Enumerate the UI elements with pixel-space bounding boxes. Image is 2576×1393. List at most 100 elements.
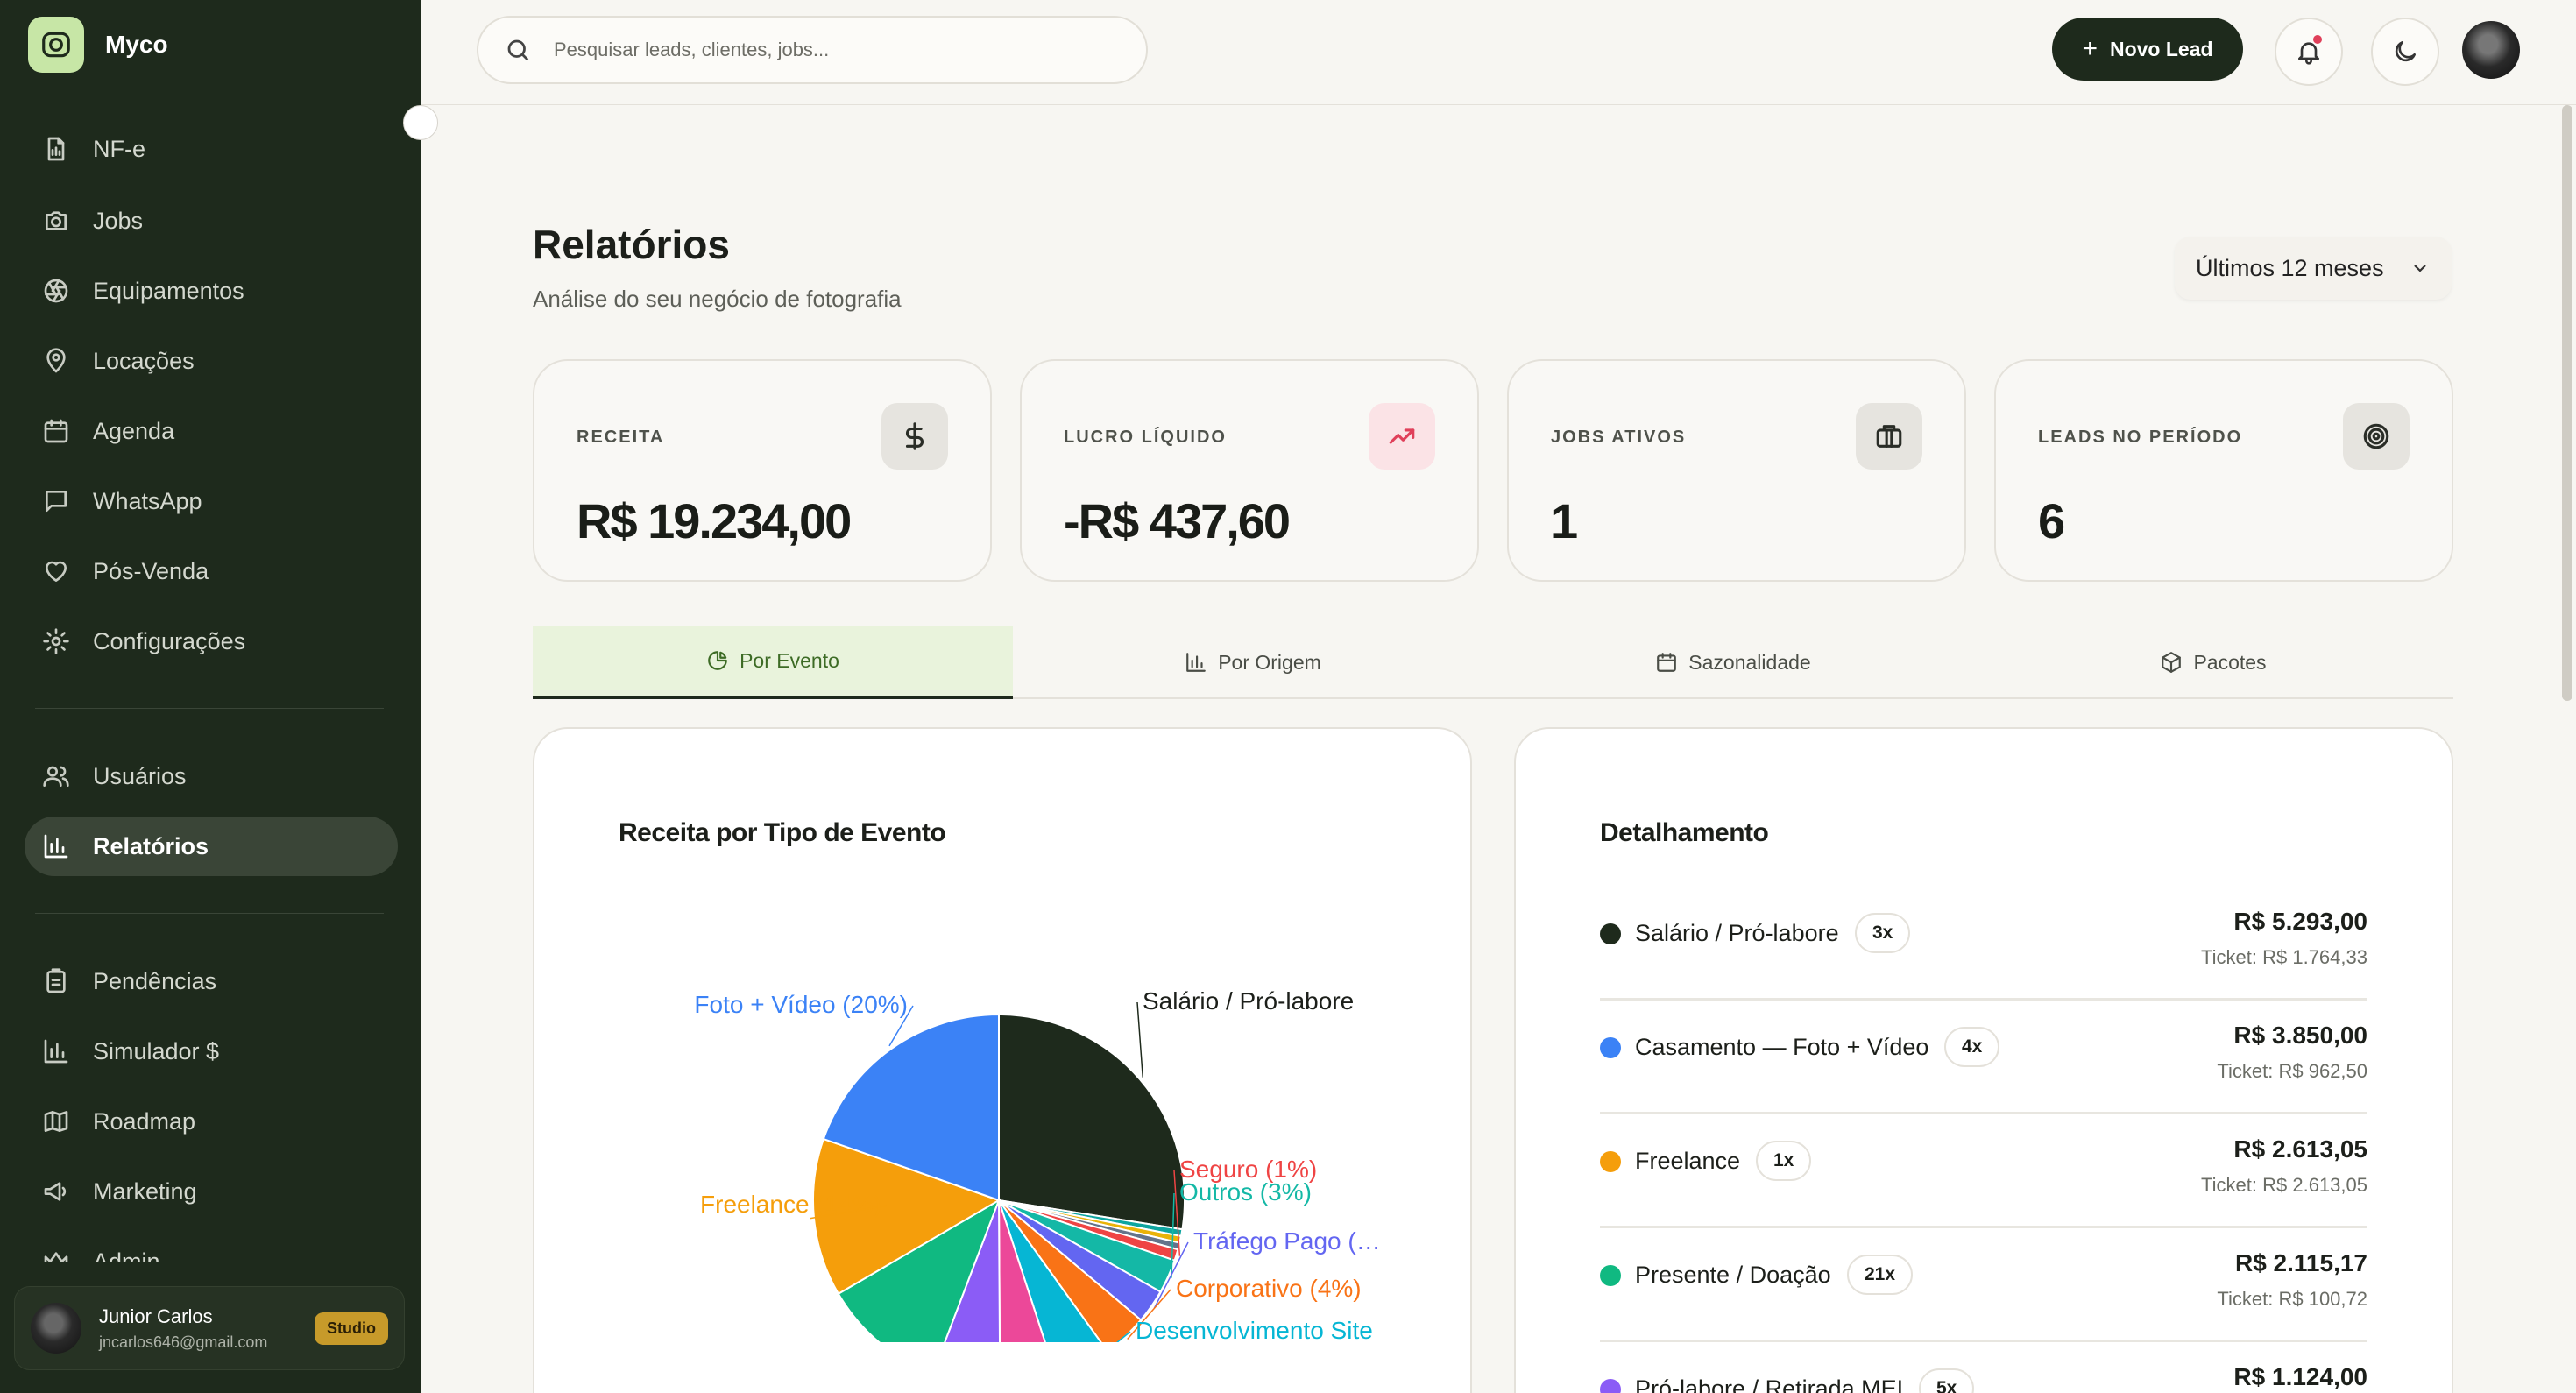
detail-row[interactable]: Presente / Doação 21x R$ 2.115,17 Ticket… <box>1600 1228 2367 1342</box>
report-tabs: Por Evento Por Origem Sazonalidade Pacot… <box>533 626 2453 699</box>
sidebar-item-label: Usuários <box>93 762 187 789</box>
map-pin-icon <box>46 348 66 373</box>
pie-label-leader <box>888 1005 914 1047</box>
page-title: Relatórios <box>533 222 730 267</box>
pie-slice-label: Corporativo (4%) <box>1176 1275 1362 1302</box>
detail-amount: R$ 2.613,05 <box>2233 1135 2367 1163</box>
aperture-icon <box>44 279 68 303</box>
sidebar-item-label: NF-e <box>93 135 145 162</box>
sidebar-item-simulador[interactable]: Simulador $ <box>25 1022 398 1081</box>
sidebar-item-nfe[interactable]: NF-e <box>25 119 398 179</box>
pie-slice[interactable] <box>822 1013 1000 1202</box>
detail-ticket: Ticket: R$ 962,50 <box>2217 1060 2367 1082</box>
pie-label-leader <box>1116 1331 1131 1342</box>
sidebar-item-label: Relatórios <box>93 832 209 859</box>
pie-slice[interactable] <box>998 1199 1108 1342</box>
app-name: Myco <box>105 31 168 58</box>
sidebar: Myco NF-e Jobs Equipamentos Locações Age… <box>0 0 421 1393</box>
pie-chart: Salário / Pró-labore Seguro (1%)Outros (3… <box>694 987 1381 1342</box>
period-select-value: Últimos 12 meses <box>2196 254 2384 281</box>
pie-slice[interactable] <box>837 1198 1001 1342</box>
briefcase-icon <box>1856 403 1922 470</box>
user-email: jncarlos646@gmail.com <box>99 1333 268 1351</box>
sidebar-item-configuracoes[interactable]: Configurações <box>25 612 398 671</box>
sidebar-item-pos-venda[interactable]: Pós-Venda <box>25 541 398 601</box>
bar-chart-icon <box>44 834 68 859</box>
package-icon <box>2162 652 2182 673</box>
detail-row[interactable]: Freelance 1x R$ 2.613,05 Ticket: R$ 2.61… <box>1600 1114 2367 1228</box>
tab-por-origem[interactable]: Por Origem <box>1013 626 1493 699</box>
user-card[interactable]: Junior Carlos jncarlos646@gmail.com Stud… <box>14 1286 405 1370</box>
kpi-card-receita: RECEITA R$ 19.234,00 <box>533 359 992 582</box>
sidebar-collapse-toggle[interactable] <box>403 105 438 140</box>
sidebar-item-label: Simulador $ <box>93 1037 220 1064</box>
pie-label-leader <box>1153 1241 1189 1309</box>
tab-por-evento[interactable]: Por Evento <box>533 626 1013 699</box>
pie-slice-label: Outros (3%) <box>1179 1178 1312 1206</box>
pie-label-leader <box>1173 1170 1181 1256</box>
moon-icon <box>2395 41 2416 62</box>
tab-pacotes[interactable]: Pacotes <box>1973 626 2453 699</box>
legend-dot <box>1600 1151 1621 1172</box>
detail-amount: R$ 5.293,00 <box>2233 908 2367 935</box>
pie-slice[interactable] <box>998 1013 1185 1231</box>
sidebar-item-label: Pós-Venda <box>93 557 209 584</box>
avatar <box>31 1303 81 1354</box>
pie-slice-label: Seguro (1%) <box>1179 1156 1317 1183</box>
chevron-down-icon <box>2414 265 2426 272</box>
theme-toggle-button[interactable] <box>2371 18 2439 86</box>
detail-name: Pró-labore / Retirada MEI <box>1635 1375 1904 1393</box>
sidebar-item-locacoes[interactable]: Locações <box>25 331 398 391</box>
sidebar-item-whatsapp[interactable]: WhatsApp <box>25 471 398 531</box>
search-input[interactable] <box>554 39 1079 61</box>
sidebar-item-agenda[interactable]: Agenda <box>25 401 398 461</box>
calendar-icon <box>1657 653 1677 672</box>
sidebar-item-equipamentos[interactable]: Equipamentos <box>25 261 398 321</box>
avatar[interactable] <box>2462 21 2520 79</box>
plan-badge: Studio <box>315 1312 388 1345</box>
pie-icon <box>708 651 727 670</box>
period-select[interactable]: Últimos 12 meses <box>2175 237 2452 300</box>
notification-dot <box>2313 35 2322 44</box>
pie-slice-label: Desenvolvimento Site <box>1136 1317 1373 1342</box>
count-badge: 21x <box>1847 1255 1914 1295</box>
search-bar[interactable] <box>477 16 1148 84</box>
chart-panel: Receita por Tipo de Evento Salário / Pró… <box>533 727 1472 1393</box>
sidebar-item-marketing[interactable]: Marketing <box>25 1162 398 1221</box>
sidebar-item-jobs[interactable]: Jobs <box>25 191 398 251</box>
legend-dot <box>1600 923 1621 944</box>
pie-label-leader <box>1127 1289 1171 1340</box>
chat-icon <box>46 491 67 512</box>
sidebar-item-pendencias[interactable]: Pendências <box>25 951 398 1011</box>
kpi-label: RECEITA <box>577 428 665 447</box>
new-lead-label: Novo Lead <box>2109 37 2213 60</box>
target-icon <box>2343 403 2410 470</box>
pie-chart-area: Salário / Pró-labore Seguro (1%) Outros (3… <box>619 930 1397 1342</box>
brand[interactable]: Myco <box>28 16 168 74</box>
sidebar-divider <box>35 913 384 914</box>
tab-label: Sazonalidade <box>1688 650 1811 674</box>
detail-ticket: Ticket: R$ 2.613,05 <box>2201 1174 2367 1196</box>
detail-amount: R$ 2.115,17 <box>2234 1249 2367 1276</box>
notifications-button[interactable] <box>2275 18 2343 86</box>
sidebar-item-label: Locações <box>93 347 195 374</box>
sidebar-item-relatorios[interactable]: Relatórios <box>25 817 398 876</box>
pie-label-leader <box>1171 1192 1175 1278</box>
trending-up-icon <box>1369 403 1435 470</box>
detail-row[interactable]: Casamento — Foto + Vídeo 4x R$ 3.850,00 … <box>1600 1001 2367 1114</box>
tab-sazonalidade[interactable]: Sazonalidade <box>1493 626 1973 699</box>
detail-name: Casamento — Foto + Vídeo <box>1635 1034 1929 1060</box>
sidebar-item-roadmap[interactable]: Roadmap <box>25 1092 398 1151</box>
count-badge: 5x <box>1919 1368 1975 1393</box>
sidebar-item-admin[interactable]: Admin <box>25 1232 398 1262</box>
kpi-value: R$ 19.234,00 <box>577 493 852 548</box>
chart-title: Receita por Tipo de Evento <box>619 818 946 847</box>
page-scrollbar[interactable] <box>2562 105 2572 701</box>
kpi-label: LUCRO LÍQUIDO <box>1064 428 1227 447</box>
detail-row[interactable]: Pró-labore / Retirada MEI 5x R$ 1.124,00 <box>1600 1342 2367 1393</box>
pie-slice[interactable] <box>998 1199 1057 1342</box>
sidebar-item-usuarios[interactable]: Usuários <box>25 746 398 806</box>
clipboard-icon <box>46 968 66 993</box>
new-lead-button[interactable]: + Novo Lead <box>2052 18 2243 81</box>
detail-row[interactable]: Salário / Pró-labore 3x R$ 5.293,00 Tick… <box>1600 887 2367 1001</box>
